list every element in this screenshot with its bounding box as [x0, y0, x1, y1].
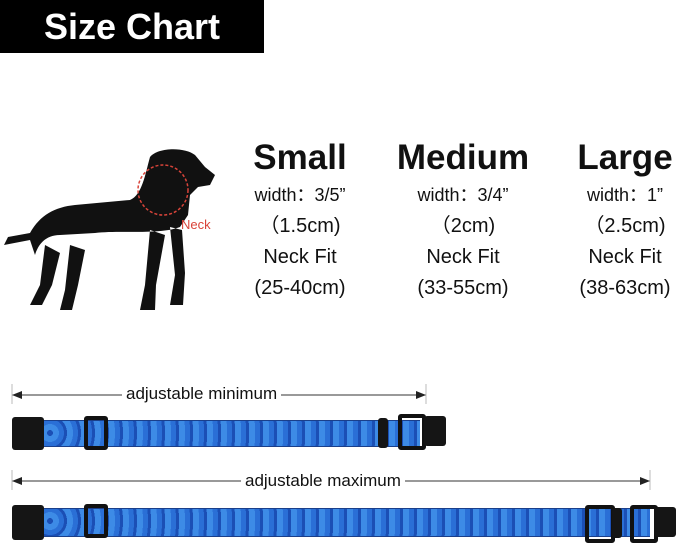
neck-fit-range: (25-40cm) — [254, 277, 346, 299]
adjustable-minimum-label: adjustable minimum — [122, 384, 282, 404]
neck-fit-range: (33-55cm) — [417, 277, 509, 299]
dog-silhouette-icon — [4, 149, 215, 310]
neck-fit-label: Neck Fit — [263, 246, 337, 268]
size-name: Medium — [396, 138, 530, 177]
size-width: width：3/4” — [417, 185, 509, 205]
size-chart-title: Size Chart — [0, 0, 264, 53]
size-name: Large — [577, 138, 673, 177]
size-column-small: Small width：3/5” （1.5cm) Neck Fit (25-40… — [215, 136, 385, 304]
size-width-cm: （2cm) — [430, 215, 496, 237]
size-width-cm: （2.5cm) — [584, 215, 666, 237]
neck-fit-label: Neck Fit — [588, 246, 662, 268]
neck-marker-icon — [137, 164, 189, 216]
neck-fit-range: (38-63cm) — [579, 277, 671, 299]
neck-fit-label: Neck Fit — [426, 246, 500, 268]
size-width-cm: （1.5cm) — [259, 215, 341, 237]
size-name: Small — [253, 138, 347, 177]
neck-label: Neck — [181, 217, 211, 232]
size-width: width：3/5” — [254, 185, 346, 205]
size-width: width：1” — [586, 185, 664, 205]
size-column-large: Large width：1” （2.5cm) Neck Fit (38-63cm… — [540, 136, 679, 304]
adjustable-maximum-label: adjustable maximum — [241, 471, 405, 491]
size-column-medium: Medium width：3/4” （2cm) Neck Fit (33-55c… — [378, 136, 548, 304]
